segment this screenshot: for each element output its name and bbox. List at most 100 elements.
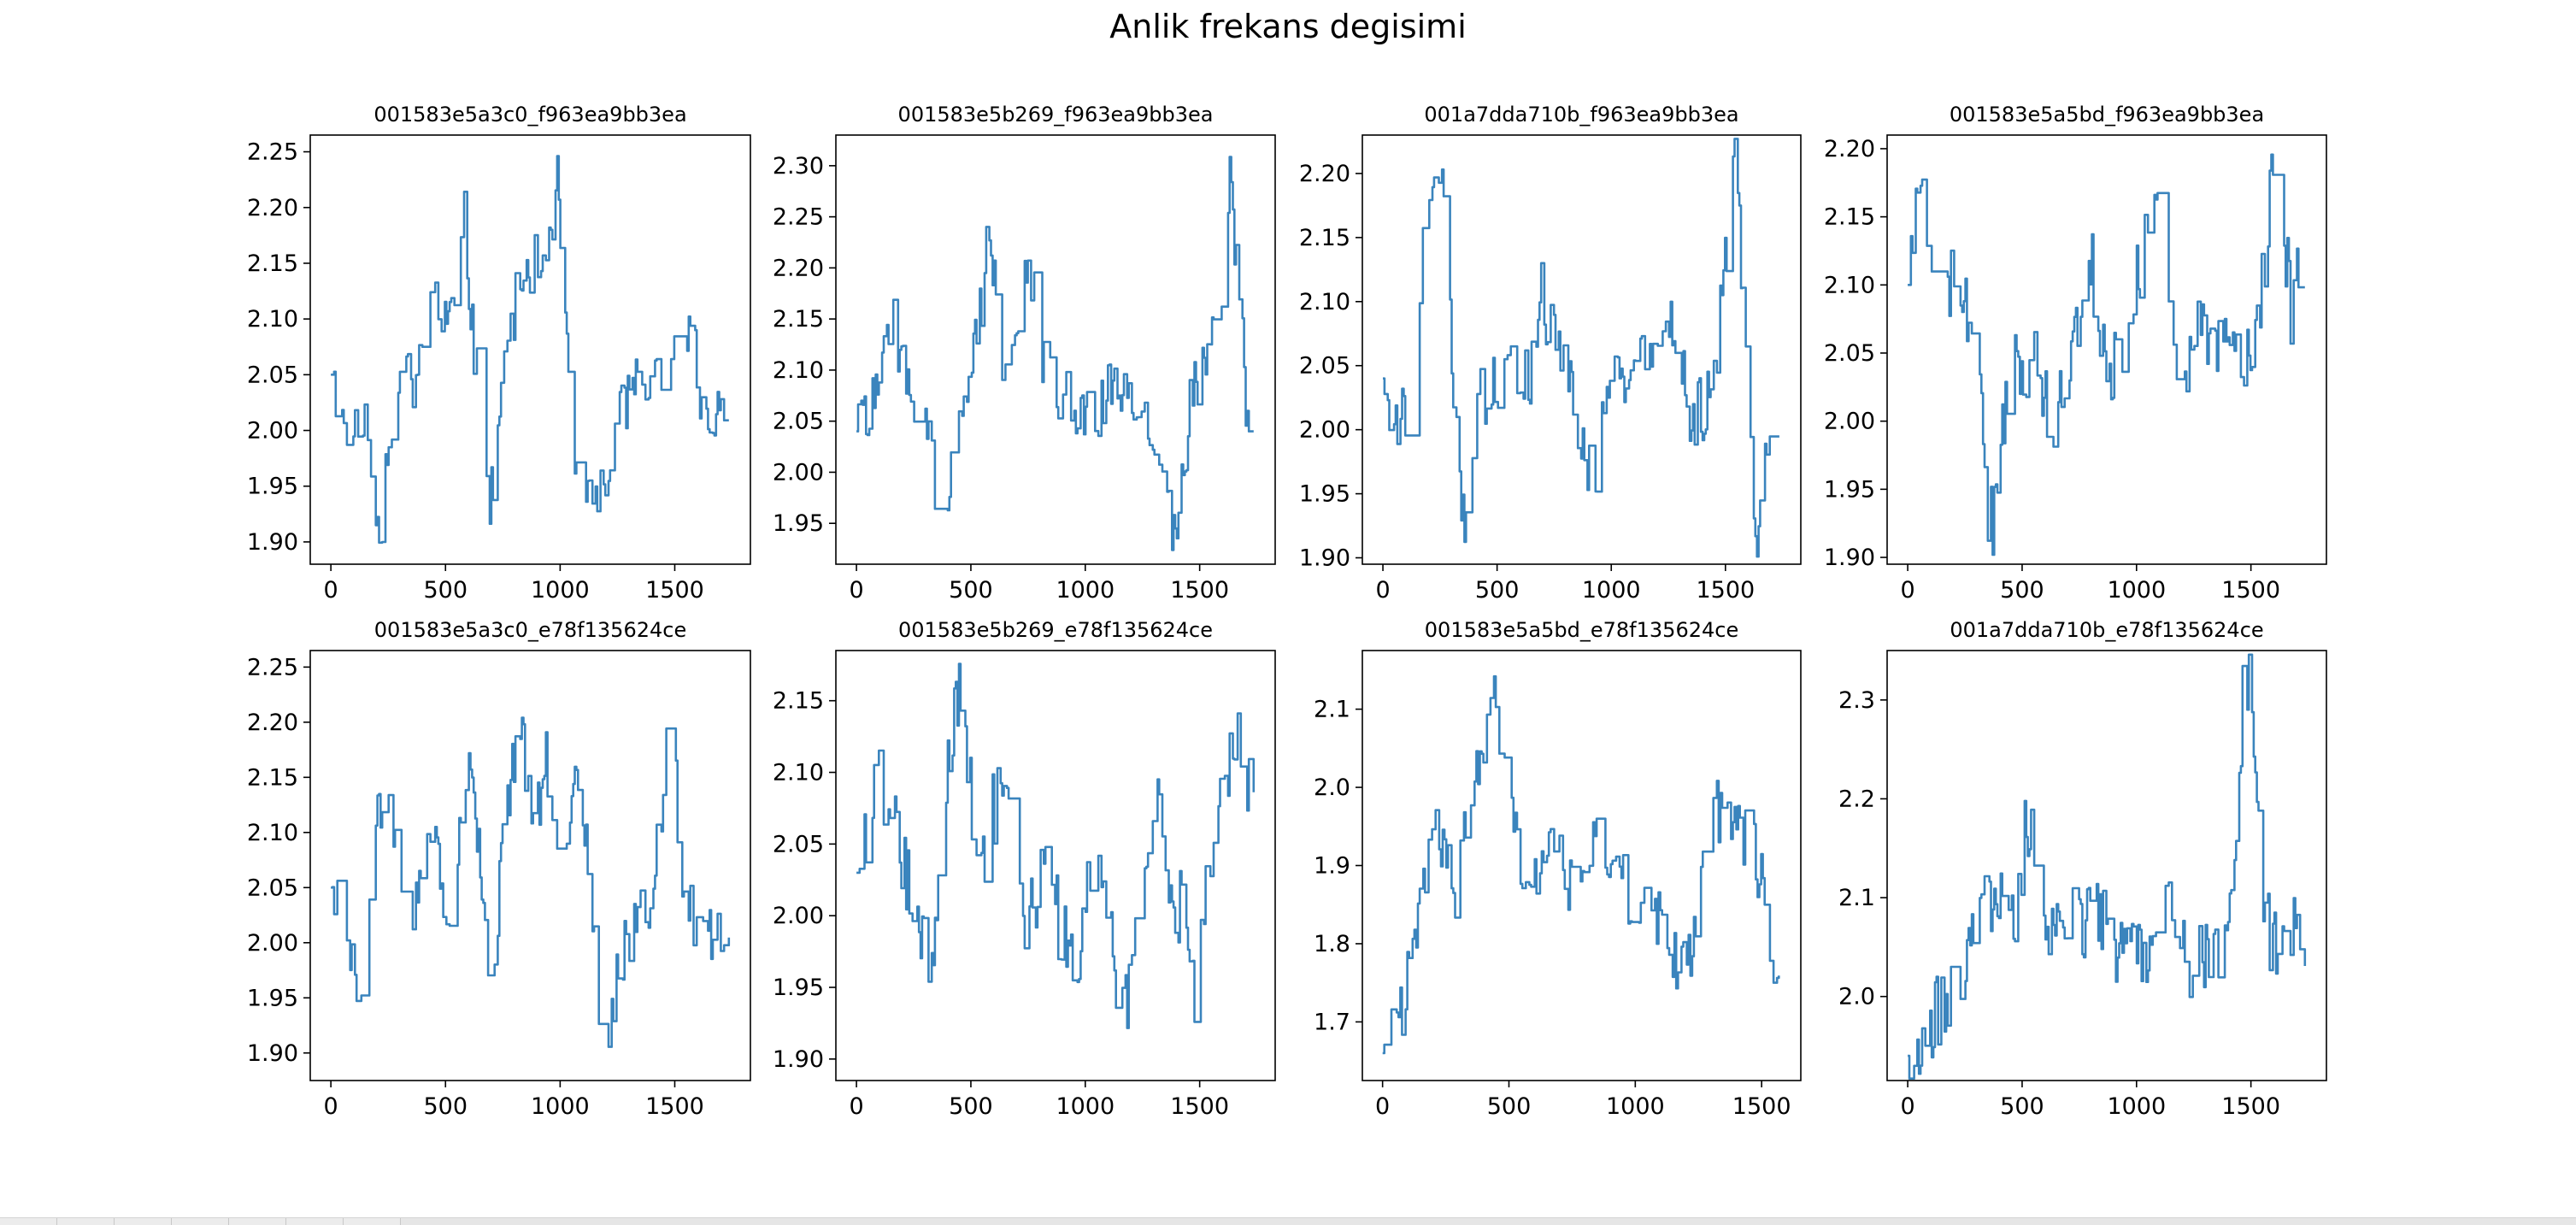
y-tick-label: 2.2 — [1838, 786, 1875, 812]
bottom-strip-tab[interactable] — [0, 1218, 57, 1225]
x-tick-label: 1500 — [1170, 1093, 1229, 1120]
y-tick-label: 2.20 — [773, 255, 824, 281]
x-tick-label: 1000 — [2107, 577, 2166, 604]
y-tick-label: 2.20 — [247, 710, 298, 736]
bottom-strip-tab[interactable] — [286, 1218, 344, 1225]
subplot-title: 001583e5a3c0_e78f135624ce — [374, 618, 686, 642]
y-tick-label: 1.95 — [1299, 481, 1350, 508]
y-tick-label: 2.25 — [773, 204, 824, 231]
y-tick-label: 2.00 — [1824, 409, 1875, 435]
y-tick-label: 2.05 — [773, 409, 824, 435]
x-tick-label: 0 — [324, 1093, 338, 1120]
x-tick-label: 1500 — [1696, 577, 1755, 604]
y-tick-label: 2.30 — [773, 153, 824, 180]
axes-frame — [835, 650, 1276, 1081]
y-tick-label: 2.20 — [1299, 161, 1350, 187]
subplot: 001a7dda710b_f963ea9bb3ea 1.90 1.95 2.00 2.0… — [1299, 103, 1802, 604]
y-tick-label: 2.0 — [1838, 984, 1875, 1010]
y-tick-label: 1.90 — [773, 1046, 824, 1073]
y-tick-label: 2.15 — [247, 250, 298, 277]
series-line — [331, 155, 729, 545]
x-tick-label: 1000 — [1056, 1093, 1115, 1120]
figure-title: Anlik frekans degisimi — [1109, 8, 1467, 45]
x-tick-label: 1000 — [1056, 577, 1115, 604]
y-tick-label: 2.00 — [247, 930, 298, 957]
x-tick-label: 0 — [1375, 577, 1390, 604]
bottom-strip-tab[interactable] — [172, 1218, 229, 1225]
x-tick-label: 1500 — [645, 577, 704, 604]
x-tick-label: 0 — [1901, 1093, 1915, 1120]
bottom-strip-tab[interactable] — [115, 1218, 172, 1225]
y-tick-label: 2.20 — [1824, 136, 1875, 162]
x-tick-label: 0 — [850, 577, 864, 604]
y-tick-label: 2.15 — [1824, 204, 1875, 231]
x-tick-label: 1500 — [2221, 1093, 2280, 1120]
series-line — [1908, 153, 2305, 557]
x-tick-label: 0 — [850, 1093, 864, 1120]
bottom-strip — [0, 1217, 2576, 1225]
y-tick-label: 1.95 — [247, 985, 298, 1011]
subplot-title: 001a7dda710b_f963ea9bb3ea — [1424, 103, 1738, 127]
subplot: 001583e5b269_e78f135624ce 1.90 1.95 2.00 2.0… — [773, 618, 1276, 1120]
y-tick-label: 1.90 — [247, 529, 298, 556]
y-tick-label: 1.95 — [773, 510, 824, 537]
y-tick-label: 2.25 — [247, 654, 298, 680]
subplot-title: 001583e5a5bd_e78f135624ce — [1425, 618, 1738, 642]
axes-frame — [1362, 134, 1802, 565]
subplot: 001583e5b269_f963ea9bb3ea 1.95 2.00 2.05 2.1… — [773, 103, 1276, 604]
y-tick-label: 2.05 — [773, 831, 824, 857]
axes-frame — [835, 134, 1276, 565]
series-line — [856, 663, 1256, 1029]
y-tick-label: 2.15 — [247, 764, 298, 791]
x-tick-label: 1000 — [1606, 1093, 1665, 1120]
x-tick-label: 500 — [949, 577, 993, 604]
x-tick-label: 500 — [949, 1093, 993, 1120]
x-tick-label: 0 — [1901, 577, 1915, 604]
subplot-title: 001583e5a5bd_f963ea9bb3ea — [1950, 103, 2264, 127]
x-tick-label: 1000 — [531, 577, 590, 604]
y-tick-label: 1.7 — [1314, 1009, 1350, 1035]
y-tick-label: 2.05 — [1824, 340, 1875, 367]
y-tick-label: 1.90 — [1824, 545, 1875, 571]
series-line — [331, 716, 731, 1048]
subplot: 001583e5a3c0_f963ea9bb3ea 1.90 1.95 2.00 2.0… — [247, 103, 751, 604]
y-tick-label: 2.25 — [247, 139, 298, 166]
x-tick-label: 500 — [2000, 1093, 2044, 1120]
y-tick-label: 1.95 — [247, 474, 298, 500]
y-tick-label: 1.95 — [773, 975, 824, 1001]
y-tick-label: 1.9 — [1314, 853, 1350, 880]
y-tick-label: 2.00 — [1299, 417, 1350, 444]
x-tick-label: 1500 — [2221, 577, 2280, 604]
y-tick-label: 1.90 — [247, 1040, 298, 1067]
axes-frame — [309, 650, 751, 1081]
y-tick-label: 2.3 — [1838, 687, 1875, 714]
x-tick-label: 1500 — [1170, 577, 1229, 604]
bottom-strip-tab[interactable] — [229, 1218, 286, 1225]
series-line — [1382, 674, 1780, 1055]
bottom-strip-tab[interactable] — [344, 1218, 401, 1225]
axes-frame — [1886, 134, 2327, 565]
axes-frame — [1886, 650, 2327, 1081]
y-tick-label: 2.00 — [773, 459, 824, 486]
x-tick-label: 0 — [1375, 1093, 1390, 1120]
y-tick-label: 2.05 — [247, 875, 298, 901]
y-tick-label: 2.15 — [1299, 225, 1350, 251]
y-tick-label: 2.20 — [247, 195, 298, 221]
x-tick-label: 1500 — [1732, 1093, 1791, 1120]
series-line — [1383, 138, 1779, 558]
bottom-strip-tab[interactable] — [57, 1218, 115, 1225]
subplot: 001583e5a5bd_f963ea9bb3ea 1.90 1.95 2.00 2.0… — [1824, 103, 2327, 604]
y-tick-label: 2.10 — [773, 357, 824, 384]
subplot: 001583e5a3c0_e78f135624ce 1.90 1.95 2.00 2.0… — [247, 618, 751, 1120]
y-tick-label: 2.1 — [1314, 697, 1350, 723]
subplot: 001a7dda710b_e78f135624ce 2.0 2.1 2.2 2.3 0 50… — [1838, 618, 2327, 1120]
y-tick-label: 2.10 — [247, 820, 298, 846]
series-line — [1908, 653, 2307, 1080]
x-tick-label: 500 — [423, 577, 468, 604]
series-line — [856, 156, 1254, 551]
y-tick-label: 2.1 — [1838, 885, 1875, 911]
y-tick-label: 2.00 — [247, 418, 298, 445]
x-tick-label: 500 — [2000, 577, 2044, 604]
